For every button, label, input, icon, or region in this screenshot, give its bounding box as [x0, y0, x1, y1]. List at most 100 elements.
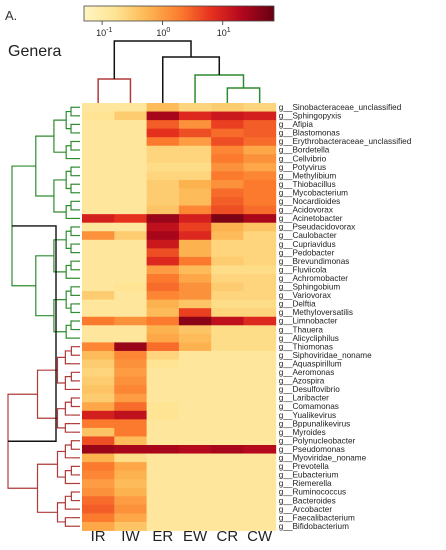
row-label: g__Thauera: [279, 325, 324, 334]
heatmap-cell: [82, 145, 115, 155]
heatmap-cell: [178, 368, 212, 377]
heatmap-cell: [243, 393, 277, 403]
heatmap-cell: [82, 427, 115, 437]
heatmap-cell: [82, 282, 115, 292]
heatmap-cell: [146, 445, 180, 454]
heatmap-cell: [211, 291, 244, 301]
heatmap-cell: [211, 333, 244, 343]
heatmap-cell: [211, 145, 244, 155]
row-label: g__Bppunalikevirus: [279, 419, 350, 428]
heatmap-cell: [243, 308, 277, 318]
row-dendro-branch: [35, 135, 54, 197]
heatmap-cell: [211, 188, 244, 198]
row-label: g__Blastomonas: [279, 129, 340, 138]
heatmap-cell: [146, 308, 180, 318]
heatmap-cell: [82, 316, 115, 326]
col-dendro-branch: [97, 78, 132, 103]
heatmap-cell: [146, 179, 180, 189]
heatmap-cell: [114, 427, 147, 437]
heatmap-cell: [211, 282, 244, 292]
heatmap-cell: [243, 350, 277, 360]
heatmap-cell: [243, 513, 277, 523]
heatmap-cell: [82, 214, 115, 224]
col-dendro-branch: [226, 87, 261, 103]
heatmap-cell: [211, 171, 244, 181]
heatmap-cell: [114, 479, 147, 489]
column-label: IW: [121, 528, 140, 545]
row-dendro-branch: [56, 502, 66, 523]
heatmap-cell: [114, 128, 147, 138]
heatmap-cell: [243, 462, 277, 472]
heatmap-cell: [146, 325, 180, 335]
heatmap-cell: [178, 316, 212, 326]
row-dendro-branch: [65, 324, 72, 339]
heatmap-cell: [178, 470, 212, 480]
heatmap-cell: [243, 453, 277, 463]
row-label: g__Myoviridae_noname: [279, 454, 367, 463]
heatmap-cell: [243, 291, 277, 301]
heatmap-cell: [211, 239, 244, 249]
heatmap-cell: [243, 111, 277, 121]
row-dendro-branch: [70, 200, 75, 211]
row-dendro-branch: [65, 230, 72, 249]
row-dendro-branch: [53, 119, 67, 153]
heatmap-cell: [211, 359, 244, 369]
row-label: g__Cellvibrio: [279, 154, 327, 163]
heatmap-cell: [211, 402, 244, 412]
heatmap-cell: [211, 487, 244, 497]
heatmap-cell: [178, 248, 212, 258]
heatmap-cell: [243, 256, 277, 266]
heatmap-cell: [82, 231, 115, 241]
heatmap-cell: [114, 410, 147, 420]
heatmap-cell: [146, 342, 180, 352]
heatmap-cell: [211, 231, 244, 241]
heatmap-cell: [211, 479, 244, 489]
row-label: g__Yualikevirus: [279, 411, 336, 420]
heatmap-cell: [243, 504, 277, 514]
heatmap-cell: [114, 325, 147, 335]
heatmap-cell: [114, 368, 147, 377]
heatmap-cell: [178, 162, 212, 172]
heatmap-cell: [146, 282, 180, 292]
color-scale-ticks: 10-1 100 101: [96, 21, 231, 38]
row-label: g__Sphingobium: [279, 283, 341, 292]
heatmap-cell: [146, 496, 180, 506]
heatmap-cell: [211, 222, 244, 232]
heatmap-cell: [82, 359, 115, 369]
row-label: g__Nocardioides: [279, 197, 340, 206]
heatmap-cell: [211, 205, 244, 215]
heatmap-cell: [178, 487, 212, 497]
heatmap-cell: [82, 333, 115, 343]
heatmap-cell: [82, 504, 115, 514]
heatmap-cell: [146, 299, 180, 309]
heatmap-cell: [82, 445, 115, 454]
heatmap-cell: [243, 299, 277, 309]
heatmap-cell: [243, 120, 277, 130]
row-label: g__Pseudomonas: [279, 445, 345, 454]
scale-tick-label: 100: [156, 27, 170, 38]
heatmap-cell: [146, 214, 180, 224]
heatmap-cell: [114, 197, 147, 206]
heatmap-cell: [114, 487, 147, 497]
heatmap-cell: [146, 222, 180, 232]
heatmap-cell: [178, 120, 212, 130]
heatmap-cell: [82, 436, 115, 446]
heatmap-cell: [146, 137, 180, 147]
heatmap-cell: [178, 453, 212, 463]
row-label: g__Arcobacter: [279, 505, 333, 514]
heatmap-cell: [211, 256, 244, 266]
heatmap-cell: [146, 436, 180, 446]
row-dendro-branch: [36, 369, 58, 419]
heatmap-cell: [178, 291, 212, 301]
heatmap-cell: [82, 248, 115, 258]
heatmap-cell: [82, 325, 115, 335]
heatmap-cell: [114, 222, 147, 232]
heatmap-cell: [243, 179, 277, 189]
heatmap-cell: [211, 316, 244, 326]
heatmap-cell: [178, 350, 212, 360]
heatmap-cell: [82, 222, 115, 232]
heatmap-cell: [178, 205, 212, 215]
heatmap-cell: [243, 470, 277, 480]
heatmap-cell: [211, 128, 244, 138]
heatmap-cell: [243, 103, 277, 112]
